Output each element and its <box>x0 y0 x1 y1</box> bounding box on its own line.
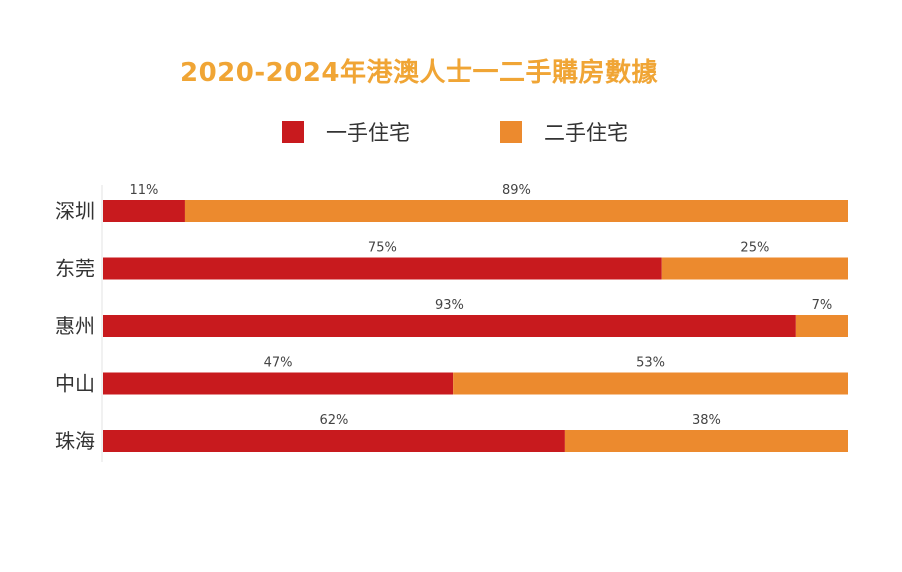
bar-second-hand <box>661 257 848 280</box>
bar-first-hand <box>103 315 796 337</box>
chart-title: 2020-2024年港澳人士一二手購房數據 <box>180 58 659 88</box>
bar-second-hand <box>453 372 848 395</box>
legend-swatch-first-hand <box>282 121 304 143</box>
value-label-second-hand: 53% <box>636 356 665 371</box>
value-label-first-hand: 62% <box>319 413 348 428</box>
category-label: 珠海 <box>55 429 95 453</box>
value-label-second-hand: 89% <box>502 183 531 198</box>
value-label-second-hand: 38% <box>692 413 721 428</box>
value-label-first-hand: 93% <box>435 298 464 313</box>
value-label-first-hand: 75% <box>368 241 397 256</box>
legend-item-second-hand: 二手住宅 <box>500 117 628 147</box>
legend-label-second-hand: 二手住宅 <box>544 121 628 145</box>
value-label-first-hand: 47% <box>264 356 293 371</box>
bar-first-hand <box>103 200 185 222</box>
category-label: 惠州 <box>55 314 95 338</box>
value-label-first-hand: 11% <box>130 183 159 198</box>
bar-first-hand <box>103 430 565 452</box>
bar-first-hand <box>103 257 662 280</box>
bar-first-hand <box>103 372 454 395</box>
legend-item-first-hand: 一手住宅 <box>282 117 410 147</box>
legend-label-first-hand: 一手住宅 <box>326 121 410 145</box>
bar-second-hand <box>564 430 848 452</box>
legend-swatch-second-hand <box>500 121 522 143</box>
bar-second-hand <box>795 315 848 337</box>
bar-second-hand <box>184 200 848 222</box>
value-label-second-hand: 7% <box>812 298 833 313</box>
category-label: 东莞 <box>55 257 95 281</box>
value-label-second-hand: 25% <box>740 241 769 256</box>
category-label: 中山 <box>55 372 95 396</box>
category-label: 深圳 <box>55 199 95 223</box>
